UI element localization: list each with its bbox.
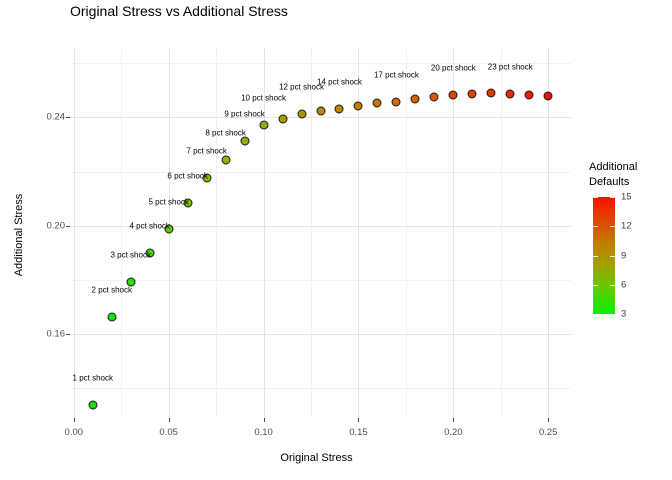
data-point — [543, 91, 553, 101]
x-axis-tick — [73, 418, 75, 422]
y-axis-title: Additional Stress — [13, 193, 25, 277]
legend-bar-tick — [593, 314, 598, 315]
x-tick-label: 0.00 — [64, 427, 84, 438]
grid-line-y-minor — [70, 388, 571, 390]
legend-bar-tick — [593, 197, 598, 198]
grid-line-x-minor — [500, 47, 502, 418]
grid-line-y-major — [70, 334, 571, 336]
point-label: 23 pct shock — [487, 62, 533, 72]
x-tick-label: 0.20 — [444, 427, 463, 438]
point-label: 3 pct shock — [110, 250, 151, 260]
data-point — [372, 98, 382, 108]
point-label: 20 pct shock — [430, 63, 476, 73]
data-point — [429, 92, 439, 102]
data-point — [316, 106, 325, 116]
x-axis-tick — [168, 418, 170, 422]
data-point — [524, 90, 534, 100]
legend-bar-tick — [593, 284, 598, 286]
legend-bar-tick — [593, 255, 598, 257]
point-label: 1 pct shock — [72, 373, 113, 383]
data-point — [240, 136, 250, 146]
data-point — [164, 224, 174, 234]
legend-tick-label: 15 — [621, 191, 632, 203]
chart-title: Original Stress vs Additional Stress — [70, 3, 288, 19]
grid-line-x-minor — [216, 47, 218, 418]
x-axis-tick — [358, 418, 360, 422]
y-tick-label: 0.16 — [46, 328, 66, 340]
x-tick-label: 0.15 — [349, 427, 368, 438]
grid-line-y-minor — [70, 63, 571, 65]
point-label: 5 pct shock — [148, 197, 189, 207]
grid-line-y-minor — [70, 279, 571, 281]
legend-tick-label: 12 — [621, 220, 632, 232]
data-point — [391, 97, 401, 107]
legend-bar-tick — [593, 226, 598, 228]
grid-line-x-minor — [121, 47, 123, 418]
y-tick-label: 0.24 — [46, 111, 66, 123]
grid-line-y-minor — [70, 171, 571, 173]
data-point — [183, 198, 193, 208]
data-point — [107, 312, 117, 322]
data-point — [505, 89, 515, 99]
x-tick-label: 0.10 — [254, 427, 273, 438]
data-point — [145, 248, 155, 258]
data-point — [486, 88, 496, 98]
grid-line-y-major — [70, 225, 571, 227]
x-axis-title: Original Stress — [280, 452, 353, 464]
legend-bar-tick — [610, 314, 615, 315]
point-label: 14 pct shock — [317, 77, 362, 87]
grid-line-x-major — [548, 47, 550, 418]
x-tick-label: 0.25 — [538, 427, 558, 438]
grid-line-x-minor — [405, 47, 407, 418]
grid-line-x-major — [358, 47, 360, 418]
y-axis-tick — [66, 334, 70, 336]
grid-line-y-major — [70, 117, 571, 119]
y-axis-tick — [66, 117, 70, 119]
grid-line-x-major — [453, 47, 455, 418]
data-point — [410, 94, 420, 104]
data-point — [448, 90, 458, 100]
data-point — [259, 120, 269, 130]
data-point — [334, 104, 344, 114]
data-point — [467, 89, 477, 99]
point-label: 6 pct shock — [167, 171, 208, 181]
y-tick-label: 0.20 — [46, 220, 66, 232]
legend-bar-tick — [610, 197, 615, 198]
grid-line-x-major — [263, 47, 265, 418]
data-point — [278, 114, 288, 124]
point-label: 4 pct shock — [129, 221, 170, 231]
legend-title-line: Defaults — [589, 176, 630, 188]
data-point — [353, 101, 363, 111]
legend-bar-tick — [610, 255, 615, 257]
point-label: 7 pct shock — [186, 146, 227, 156]
point-label: 2 pct shock — [91, 285, 132, 295]
legend-bar-tick — [610, 226, 615, 228]
legend-tick-label: 9 — [621, 250, 627, 261]
x-axis-tick — [548, 418, 550, 422]
point-label: 9 pct shock — [224, 109, 265, 119]
x-axis-tick — [453, 418, 455, 422]
legend-tick-label: 6 — [621, 279, 627, 291]
x-tick-label: 0.05 — [159, 427, 178, 438]
data-point — [221, 155, 231, 165]
grid-line-x-major — [73, 47, 75, 418]
point-label: 8 pct shock — [205, 128, 246, 138]
y-axis-tick — [66, 225, 70, 227]
legend-gradient-bar — [593, 197, 615, 314]
data-point — [126, 277, 136, 287]
legend-bar-tick — [610, 284, 615, 286]
legend-tick-label: 3 — [621, 308, 627, 320]
legend-title-line: Additional — [589, 161, 638, 173]
x-axis-tick — [263, 418, 265, 422]
data-point — [202, 173, 212, 183]
point-label: 12 pct shock — [279, 82, 324, 92]
data-point — [297, 109, 307, 119]
legend-title: Additional Defaults — [589, 160, 637, 190]
grid-line-x-minor — [311, 47, 312, 418]
point-label: 17 pct shock — [373, 70, 419, 80]
data-point — [88, 400, 98, 410]
point-label: 10 pct shock — [241, 93, 287, 103]
